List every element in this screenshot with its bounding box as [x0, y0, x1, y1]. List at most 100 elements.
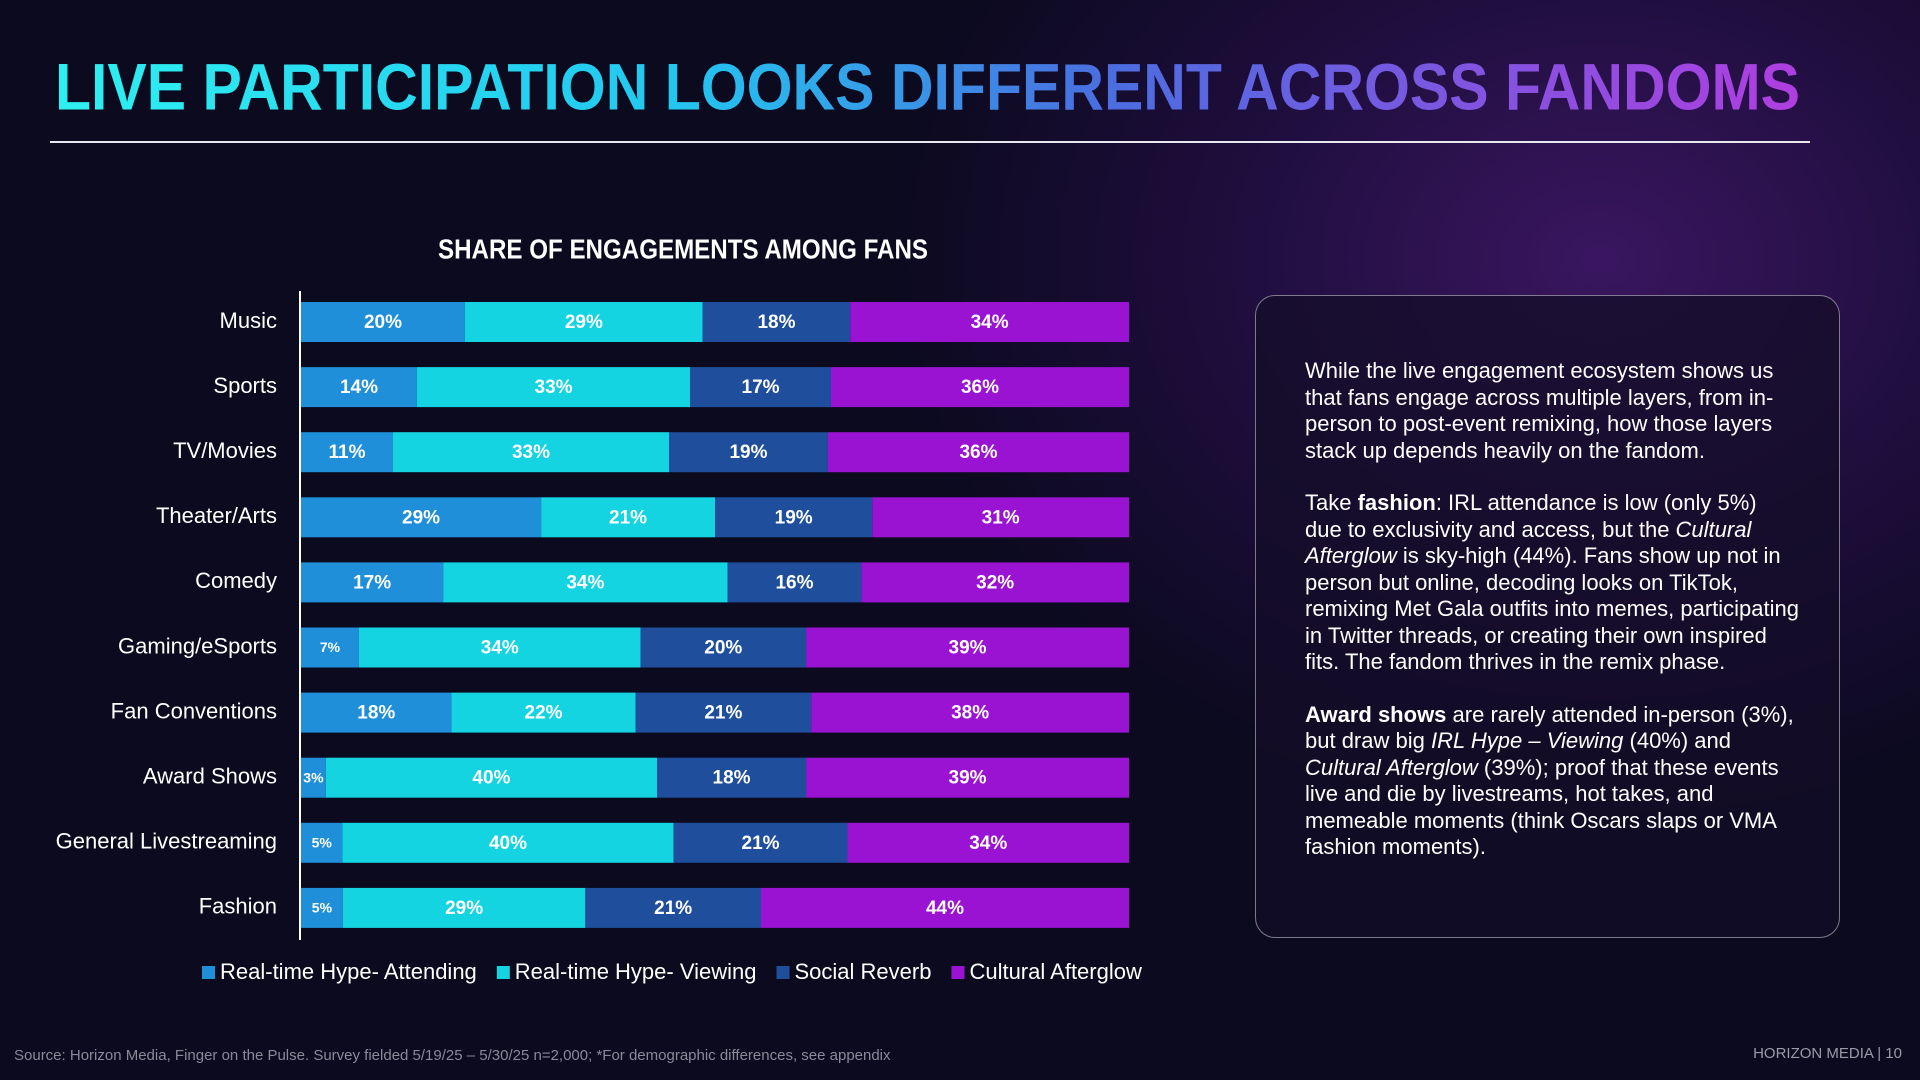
value-label: 18%: [357, 703, 395, 724]
category-label: Sports: [213, 373, 277, 398]
value-label: 20%: [704, 638, 742, 659]
value-label: 21%: [609, 507, 647, 528]
value-label: 34%: [481, 638, 519, 659]
text: (39%); proof that these events live and …: [1305, 754, 1779, 860]
bar-segment: [325, 757, 658, 798]
slide-title: LIVE PARTICIPATION LOOKS DIFFERENT ACROS…: [55, 49, 1800, 123]
bar-segment: [301, 432, 393, 473]
value-label: 19%: [775, 507, 813, 528]
value-label: 34%: [969, 833, 1007, 854]
bold-text: fashion: [1357, 490, 1436, 515]
bar-segment: [301, 692, 452, 733]
value-label: 29%: [402, 507, 440, 528]
value-label: 33%: [512, 442, 550, 463]
value-label: 40%: [489, 833, 527, 854]
value-label: 3%: [303, 769, 324, 785]
bar-segment: [416, 367, 691, 408]
bar-segment: [715, 497, 873, 538]
bar-segment: [301, 627, 359, 668]
value-label: 18%: [757, 312, 795, 333]
category-label: TV/Movies: [173, 438, 277, 463]
bar-segment: [761, 887, 1129, 928]
text-panel: While the live engagement ecosystem show…: [1255, 295, 1840, 938]
bar-segment: [811, 692, 1129, 733]
bar-segment: [451, 692, 636, 733]
value-label: 39%: [949, 768, 987, 789]
legend-label: Social Reverb: [795, 959, 932, 984]
legend-label: Cultural Afterglow: [969, 959, 1142, 984]
value-label: 21%: [654, 898, 692, 919]
bar-segment: [640, 627, 807, 668]
source-note: Source: Horizon Media, Finger on the Pul…: [14, 1047, 891, 1064]
paragraph: While the live engagement ecosystem show…: [1305, 358, 1799, 464]
bar-segment: [464, 302, 703, 342]
category-label: Comedy: [195, 568, 277, 593]
value-label: 22%: [525, 703, 563, 724]
value-label: 11%: [329, 442, 366, 463]
bar-segment: [358, 627, 641, 668]
value-label: 14%: [340, 377, 378, 398]
value-label: 5%: [312, 900, 333, 916]
bar-segment: [690, 367, 831, 408]
bar-segment: [301, 887, 343, 928]
category-label: Music: [220, 308, 277, 333]
bar-segment: [727, 562, 862, 603]
value-label: 38%: [951, 703, 989, 724]
value-label: 5%: [312, 835, 333, 851]
bar-segment: [872, 497, 1129, 538]
italic-text: IRL Hype – Viewing: [1430, 728, 1624, 753]
bar-segment: [657, 757, 807, 798]
bar-segment: [585, 887, 761, 928]
bar-segment: [827, 432, 1129, 473]
text: : IRL attendance is low (only 5%) due to…: [1305, 490, 1757, 542]
bar-segment: [541, 497, 715, 538]
value-label: 31%: [982, 507, 1020, 528]
bar-segment: [342, 822, 674, 863]
bar-segment: [301, 367, 417, 408]
bar-segment: [635, 692, 812, 733]
value-label: 21%: [704, 703, 742, 724]
paragraph: Take fashion: IRL attendance is low (onl…: [1305, 490, 1799, 676]
bar-segment: [673, 822, 848, 863]
bar-segment: [393, 432, 669, 473]
legend-label: Real-time Hype- Viewing: [515, 959, 757, 984]
legend-swatch: [496, 966, 510, 979]
bar-segment: [669, 432, 828, 473]
bar-segment: [702, 302, 851, 342]
value-label: 32%: [976, 572, 1014, 593]
bar-segment: [443, 562, 728, 603]
value-label: 20%: [364, 312, 402, 333]
bar-segment: [806, 627, 1129, 668]
text: are rarely attended in-person (3%), but …: [1305, 701, 1794, 754]
legend-swatch: [776, 966, 790, 979]
italic-text: Cultural Afterglow: [1305, 516, 1752, 569]
value-label: 36%: [959, 442, 997, 463]
value-label: 29%: [565, 312, 603, 333]
value-label: 21%: [742, 833, 780, 854]
text: is sky-high (44%). Fans show up not in p…: [1305, 543, 1799, 674]
category-label: Award Shows: [143, 764, 277, 789]
value-label: 34%: [566, 572, 604, 593]
value-label: 17%: [353, 572, 391, 593]
value-label: 19%: [729, 442, 767, 463]
page-number: HORIZON MEDIA | 10: [1753, 1045, 1902, 1062]
value-label: 36%: [961, 377, 999, 398]
chart-title: SHARE OF ENGAGEMENTS AMONG FANS: [438, 233, 928, 264]
bar-segment: [861, 562, 1129, 603]
bar-segment: [850, 302, 1129, 342]
bar-segment: [301, 822, 343, 863]
category-label: Fan Conventions: [111, 698, 277, 723]
value-label: 33%: [535, 377, 573, 398]
category-label: Gaming/eSports: [118, 633, 277, 658]
category-label: General Livestreaming: [56, 829, 277, 854]
text: (40%) and: [1623, 728, 1732, 753]
value-label: 39%: [949, 638, 987, 659]
bar-segment: [301, 302, 465, 342]
bar-segment: [806, 757, 1129, 798]
bar-segment: [301, 562, 444, 603]
legend-label: Real-time Hype- Attending: [220, 959, 477, 984]
value-label: 44%: [926, 898, 964, 919]
legend-swatch: [202, 966, 215, 979]
